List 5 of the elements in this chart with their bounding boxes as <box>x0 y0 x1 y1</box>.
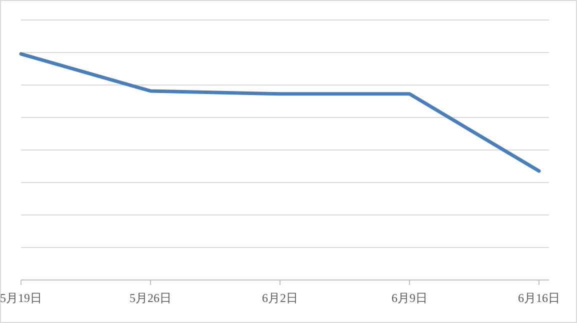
x-tick-label: 5月26日 <box>130 291 172 305</box>
x-tick-label: 5月19日 <box>0 291 42 305</box>
x-tick-label: 6月2日 <box>262 291 298 305</box>
x-tick-label: 6月16日 <box>518 291 560 305</box>
x-tick-label: 6月9日 <box>392 291 428 305</box>
